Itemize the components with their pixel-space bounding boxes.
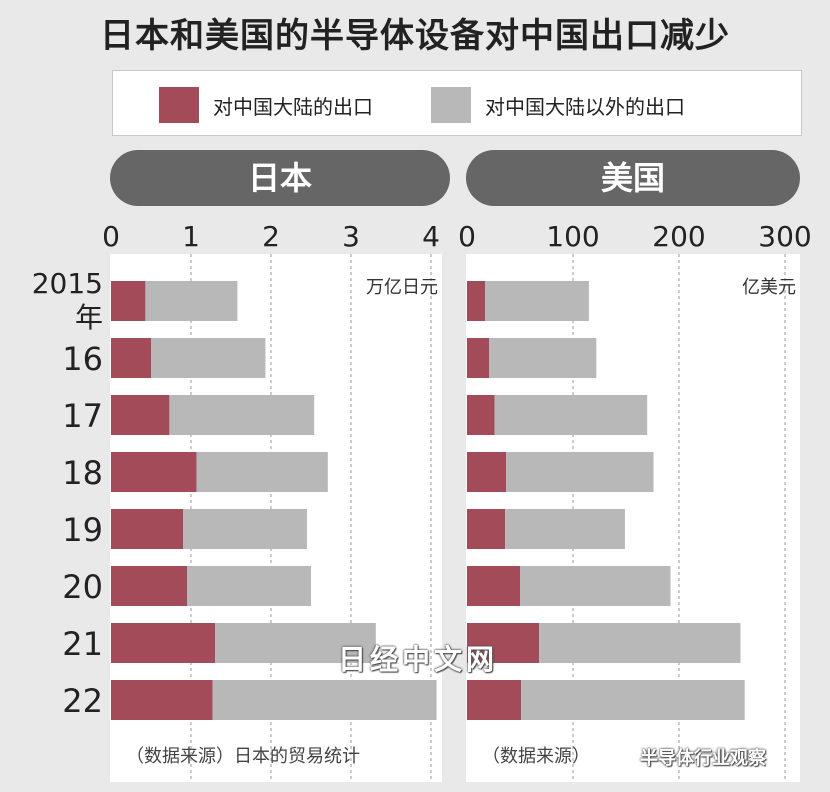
legend: 对中国大陆的出口 对中国大陆以外的出口 (112, 70, 802, 136)
bar-usa-other (521, 680, 745, 720)
bar-japan-china (111, 281, 146, 321)
corner-watermark: 半导体行业观察 (640, 748, 766, 769)
bar-usa-other (539, 623, 741, 663)
bar-japan-other (151, 338, 266, 378)
tick-label-japan: 1 (182, 220, 200, 253)
category-label: 16 (62, 340, 103, 378)
bar-usa-other (485, 281, 589, 321)
category-label: 2015 (32, 267, 103, 300)
bar-usa-china (467, 395, 495, 435)
bar-japan-other (212, 680, 437, 720)
category-label: 年 (75, 301, 103, 334)
bar-japan-china (111, 395, 170, 435)
bar-usa-other (505, 509, 625, 549)
unit-label-japan: 万亿日元 (366, 277, 438, 298)
bar-japan-china (111, 623, 215, 663)
legend-swatch-other (431, 87, 471, 123)
category-label: 19 (62, 511, 103, 549)
legend-label-china: 对中国大陆的出口 (213, 95, 373, 119)
panel-header-usa: 美国 (466, 150, 800, 206)
category-label: 21 (62, 625, 103, 663)
bar-usa-china (467, 452, 507, 492)
bar-japan-other (169, 395, 315, 435)
bar-usa-china (467, 338, 490, 378)
bar-japan-other (187, 566, 311, 606)
source-note-japan: （数据来源）日本的贸易统计 (126, 746, 360, 767)
category-label: 18 (62, 454, 103, 492)
bar-usa-china (467, 680, 522, 720)
tick-label-japan: 3 (342, 220, 360, 253)
bar-usa-other (520, 566, 671, 606)
bar-japan-other (145, 281, 238, 321)
bar-japan-china (111, 566, 187, 606)
panel-header-japan: 日本 (110, 150, 450, 206)
tick-label-usa: 300 (758, 220, 811, 253)
tick-label-usa: 0 (458, 220, 476, 253)
bar-japan-china (111, 680, 213, 720)
bar-usa-other (506, 452, 654, 492)
bar-usa-other (489, 338, 597, 378)
bar-usa-china (467, 623, 540, 663)
tick-label-usa: 100 (546, 220, 599, 253)
category-label: 22 (62, 682, 103, 720)
bar-japan-other (196, 452, 328, 492)
bar-japan-china (111, 509, 183, 549)
tick-label-japan: 0 (102, 220, 120, 253)
bar-japan-other (183, 509, 307, 549)
bar-usa-china (467, 509, 506, 549)
tick-label-usa: 200 (652, 220, 705, 253)
bar-usa-china (467, 281, 486, 321)
category-label: 20 (62, 568, 103, 606)
legend-label-other: 对中国大陆以外的出口 (485, 95, 685, 119)
source-note-usa: （数据来源） (482, 746, 590, 767)
bar-usa-other (494, 395, 648, 435)
tick-label-japan: 4 (422, 220, 440, 253)
bar-japan-china (111, 452, 197, 492)
tick-label-japan: 2 (262, 220, 280, 253)
category-label: 17 (62, 397, 103, 435)
watermark: 日经中文网 (338, 643, 499, 676)
chart-title: 日本和美国的半导体设备对中国出口减少 (100, 16, 730, 56)
legend-swatch-china (159, 87, 199, 123)
bar-usa-china (467, 566, 520, 606)
unit-label-usa: 亿美元 (742, 277, 796, 298)
bar-japan-china (111, 338, 151, 378)
bar-japan-other (215, 623, 376, 663)
